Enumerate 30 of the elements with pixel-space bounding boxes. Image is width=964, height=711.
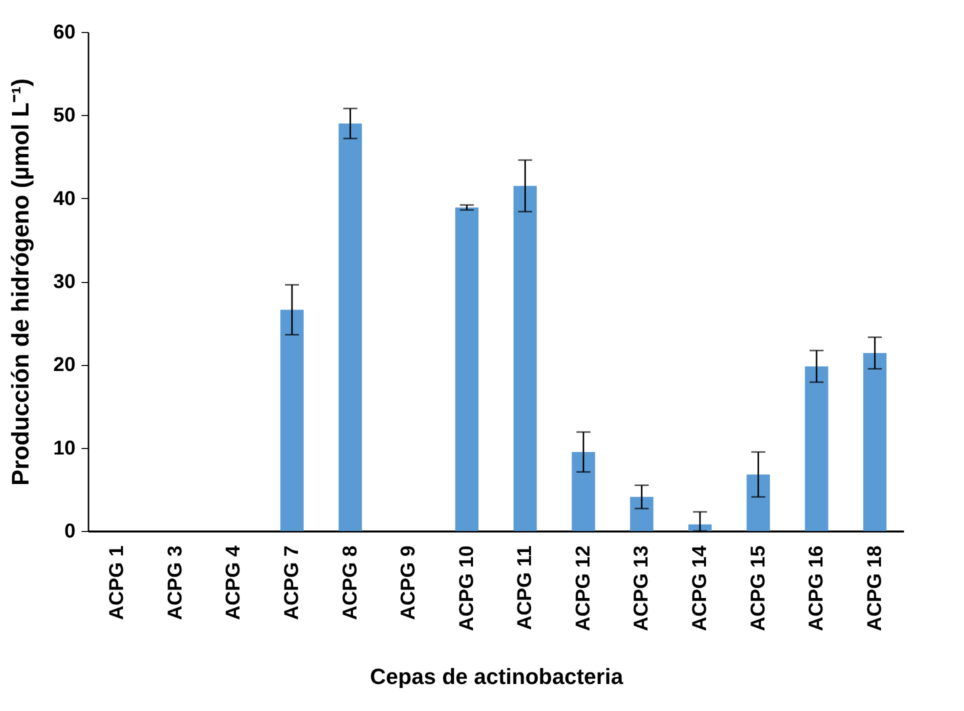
bar (863, 353, 887, 531)
x-tick-label: ACPG 10 (456, 546, 478, 632)
y-tick-label: 10 (53, 437, 76, 460)
x-tick-label: ACPG 9 (398, 546, 420, 620)
bar (513, 186, 537, 531)
x-tick-label: ACPG 11 (514, 546, 536, 630)
y-axis-title: Producción de hidrógeno (µmol L⁻¹) (7, 78, 34, 486)
x-tick-label: ACPG 1 (106, 546, 128, 620)
bar (804, 366, 828, 531)
x-tick-label: ACPG 13 (630, 546, 653, 632)
bar (630, 496, 654, 531)
x-tick-label: ACPG 12 (572, 546, 594, 632)
x-tick-label: ACPG 7 (281, 546, 303, 620)
bar (280, 310, 304, 531)
x-tick-label: ACPG 16 (806, 546, 828, 632)
y-tick-label: 0 (64, 520, 76, 542)
x-tick-label: ACPG 14 (689, 544, 711, 632)
y-tick-label: 40 (53, 188, 76, 210)
y-tick-label: 20 (53, 354, 76, 376)
x-tick-label: ACPG 3 (164, 546, 186, 620)
bar (572, 452, 596, 531)
y-tick-label: 50 (53, 104, 76, 127)
x-tick-label: ACPG 18 (864, 546, 886, 632)
y-tick-label: 30 (53, 271, 76, 293)
y-tick-label: 60 (53, 22, 76, 44)
bar (746, 474, 770, 531)
bar (338, 123, 362, 531)
x-tick-label: ACPG 15 (747, 546, 770, 632)
x-tick-label: ACPG 4 (222, 544, 245, 620)
x-tick-label: ACPG 8 (339, 546, 362, 620)
